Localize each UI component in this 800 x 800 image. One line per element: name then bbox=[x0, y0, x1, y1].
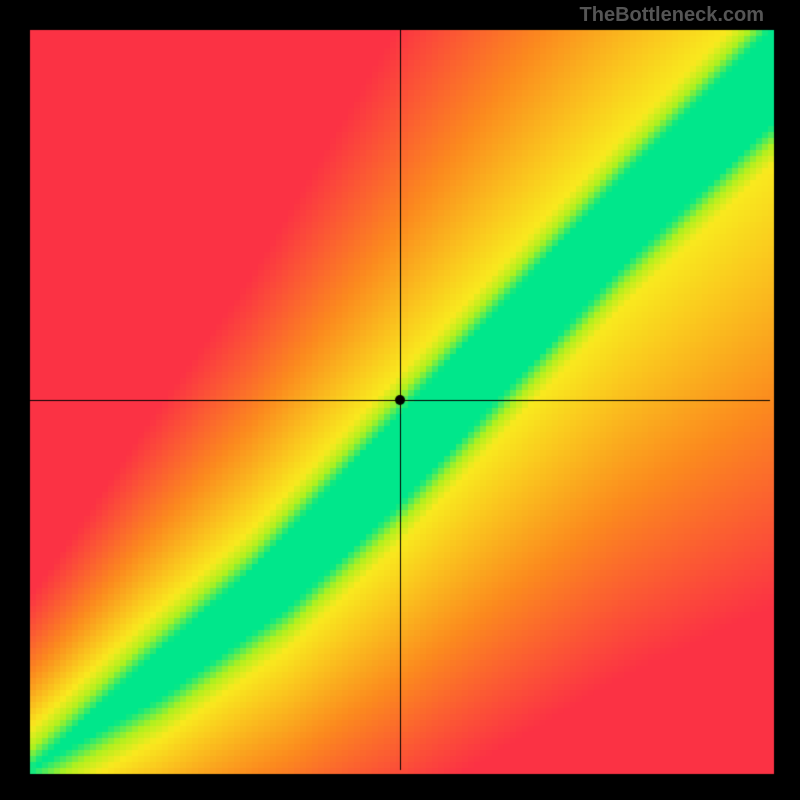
attribution-label: TheBottleneck.com bbox=[580, 4, 764, 27]
heatmap-canvas bbox=[0, 0, 800, 800]
chart-container: { "meta": { "attribution": "TheBottlenec… bbox=[0, 0, 800, 800]
